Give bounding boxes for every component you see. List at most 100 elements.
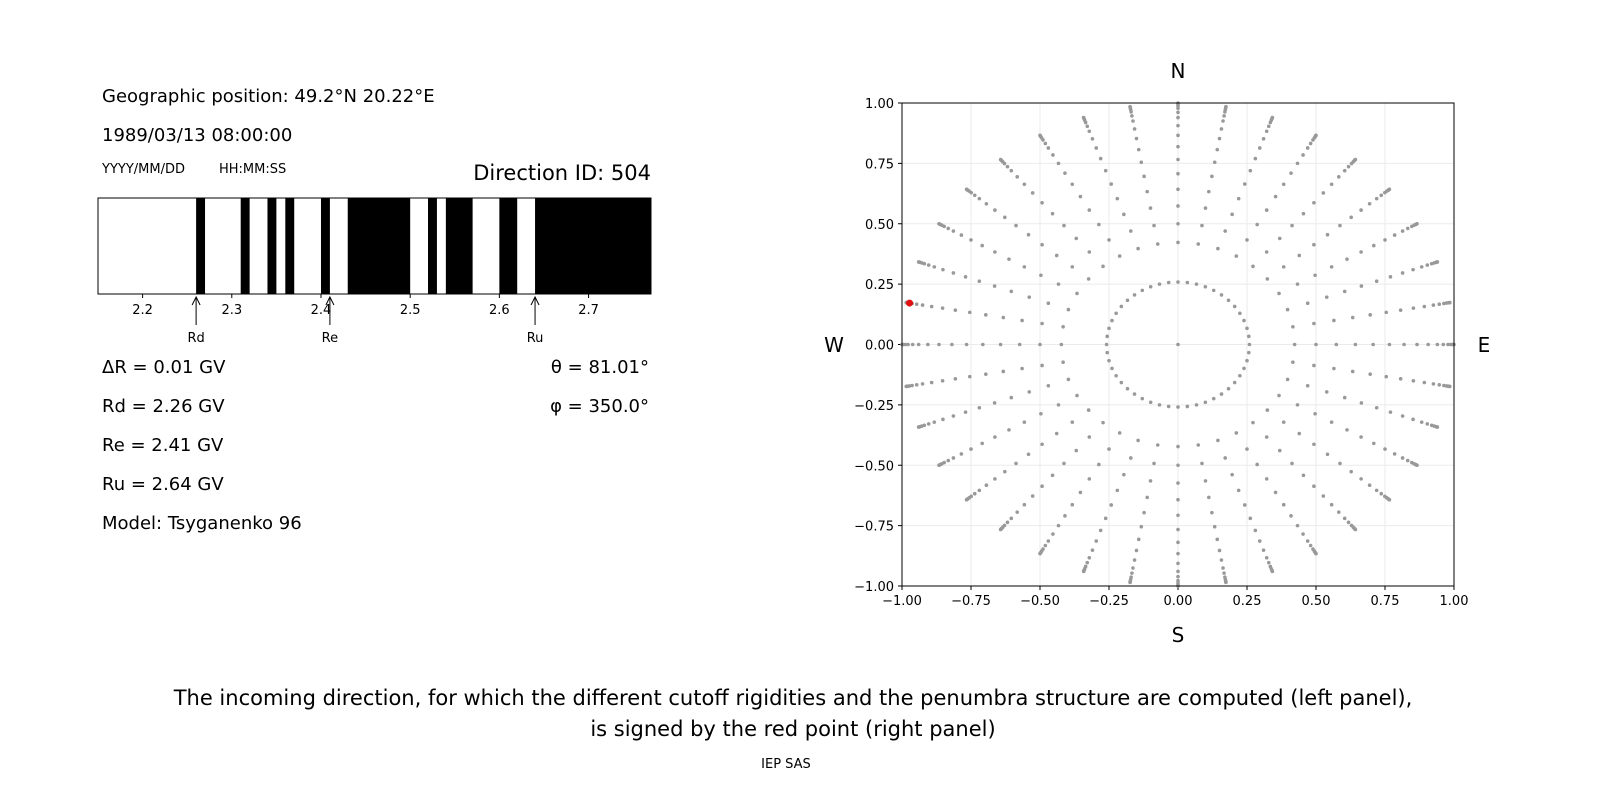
- direction-point: [1115, 196, 1120, 201]
- direction-point: [1270, 569, 1275, 574]
- direction-point: [963, 410, 968, 414]
- direction-point: [1234, 431, 1239, 435]
- direction-point: [1219, 293, 1224, 297]
- direction-point: [993, 435, 997, 439]
- direction-point: [1003, 469, 1007, 474]
- direction-point: [1371, 441, 1376, 446]
- direction-point: [1130, 114, 1134, 118]
- direction-point: [1415, 221, 1419, 226]
- direction-point: [1176, 240, 1180, 245]
- x-tick-label: 2.7: [578, 303, 599, 318]
- direction-point: [1039, 273, 1043, 278]
- direction-point: [1446, 342, 1450, 347]
- direction-point: [1107, 447, 1111, 451]
- direction-point: [1281, 502, 1286, 507]
- direction-point: [1115, 488, 1120, 493]
- direction-point: [993, 250, 997, 254]
- direction-point: [1117, 431, 1122, 435]
- direction-point: [1210, 510, 1214, 515]
- direction-point: [1247, 350, 1251, 355]
- direction-point: [1005, 520, 1010, 525]
- x-tick-label: 0.75: [1371, 594, 1400, 609]
- direction-point: [993, 477, 997, 481]
- direction-point: [1295, 161, 1300, 166]
- direction-point: [964, 497, 969, 502]
- direction-point: [1210, 174, 1214, 179]
- y-tick-label: 0.00: [865, 339, 894, 354]
- direction-point: [1176, 280, 1180, 284]
- direction-point: [1027, 390, 1032, 394]
- direction-point: [1226, 298, 1231, 303]
- direction-point: [1224, 104, 1228, 109]
- direction-point: [920, 303, 925, 307]
- direction-point: [1277, 236, 1282, 241]
- y-tick-label: 0.25: [865, 278, 894, 293]
- direction-point: [1132, 392, 1137, 396]
- direction-point: [1061, 324, 1065, 329]
- direction-point: [1136, 147, 1141, 152]
- direction-point: [1140, 396, 1145, 401]
- direction-point: [1345, 428, 1349, 432]
- direction-point: [1437, 302, 1442, 306]
- date-format: YYYY/MM/DD: [101, 162, 185, 177]
- direction-point: [1251, 264, 1255, 269]
- direction-point: [1085, 560, 1090, 565]
- direction-point: [1176, 204, 1180, 208]
- direction-point: [998, 342, 1003, 347]
- direction-point: [1301, 473, 1306, 478]
- direction-point: [967, 310, 972, 315]
- direction-point: [1040, 484, 1044, 489]
- direction-point: [1242, 318, 1246, 323]
- direction-point: [1001, 369, 1006, 374]
- direction-point: [1122, 212, 1126, 217]
- direction-point: [1392, 452, 1397, 456]
- direction-point: [932, 265, 937, 269]
- direction-point: [1176, 551, 1180, 556]
- direction-point: [1266, 560, 1271, 565]
- direction-point: [929, 304, 934, 309]
- direction-point: [1224, 580, 1228, 585]
- direction-point: [984, 483, 989, 487]
- direction-point: [1411, 267, 1415, 272]
- direction-point: [937, 221, 941, 226]
- direction-point: [1081, 115, 1086, 120]
- direction-point: [1222, 114, 1226, 118]
- y-tick-label: −0.75: [854, 520, 894, 535]
- direction-point: [1289, 171, 1293, 175]
- direction-point: [1387, 342, 1392, 347]
- direction-point: [1212, 160, 1217, 165]
- direction-point: [1425, 263, 1430, 267]
- direction-point: [1261, 137, 1266, 141]
- y-tick-label: −1.00: [854, 580, 894, 595]
- direction-point: [1176, 110, 1180, 115]
- direction-point: [920, 382, 925, 386]
- direction-point: [1398, 308, 1403, 312]
- direction-point: [1255, 462, 1259, 467]
- direction-point: [1312, 200, 1316, 205]
- direction-point: [1238, 373, 1242, 378]
- direction-point: [1242, 366, 1246, 371]
- direction-point: [1063, 171, 1067, 175]
- direction-point: [1081, 569, 1086, 574]
- direction-point: [1114, 373, 1118, 378]
- direction-point: [1185, 404, 1190, 409]
- direction-point: [1212, 524, 1217, 529]
- direction-point: [1359, 208, 1363, 212]
- direction-point: [1264, 250, 1269, 254]
- direction-point: [1176, 123, 1180, 128]
- direction-point: [1308, 141, 1313, 146]
- direction-point: [1291, 324, 1295, 329]
- direction-point: [1221, 566, 1225, 570]
- direction-point: [1022, 420, 1027, 424]
- direction-point: [1119, 380, 1124, 385]
- direction-point: [1295, 403, 1300, 407]
- direction-point: [1324, 390, 1329, 394]
- direction-point: [1026, 452, 1031, 457]
- result: Re = 2.41 GV: [102, 435, 224, 456]
- direction-point: [1295, 523, 1300, 528]
- direction-point: [1200, 461, 1204, 466]
- direction-point: [1166, 404, 1171, 409]
- direction-point: [1255, 222, 1259, 227]
- direction-point: [1368, 313, 1372, 317]
- direction-point: [1448, 300, 1452, 305]
